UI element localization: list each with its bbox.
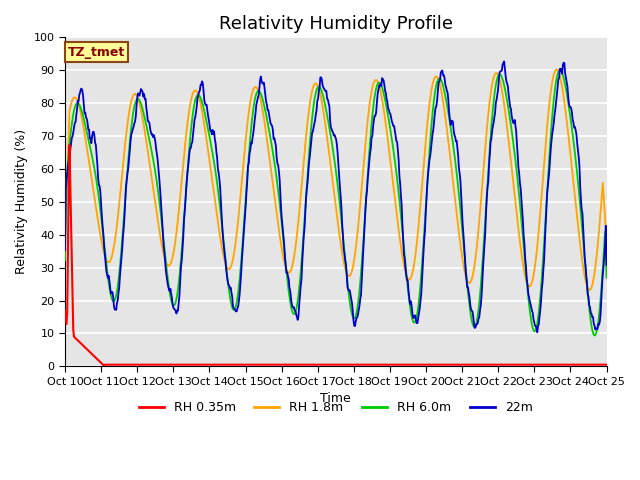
Legend: RH 0.35m, RH 1.8m, RH 6.0m, 22m: RH 0.35m, RH 1.8m, RH 6.0m, 22m [134,396,538,420]
X-axis label: Time: Time [321,392,351,405]
Text: TZ_tmet: TZ_tmet [68,46,125,59]
Y-axis label: Relativity Humidity (%): Relativity Humidity (%) [15,129,28,275]
Title: Relativity Humidity Profile: Relativity Humidity Profile [219,15,452,33]
